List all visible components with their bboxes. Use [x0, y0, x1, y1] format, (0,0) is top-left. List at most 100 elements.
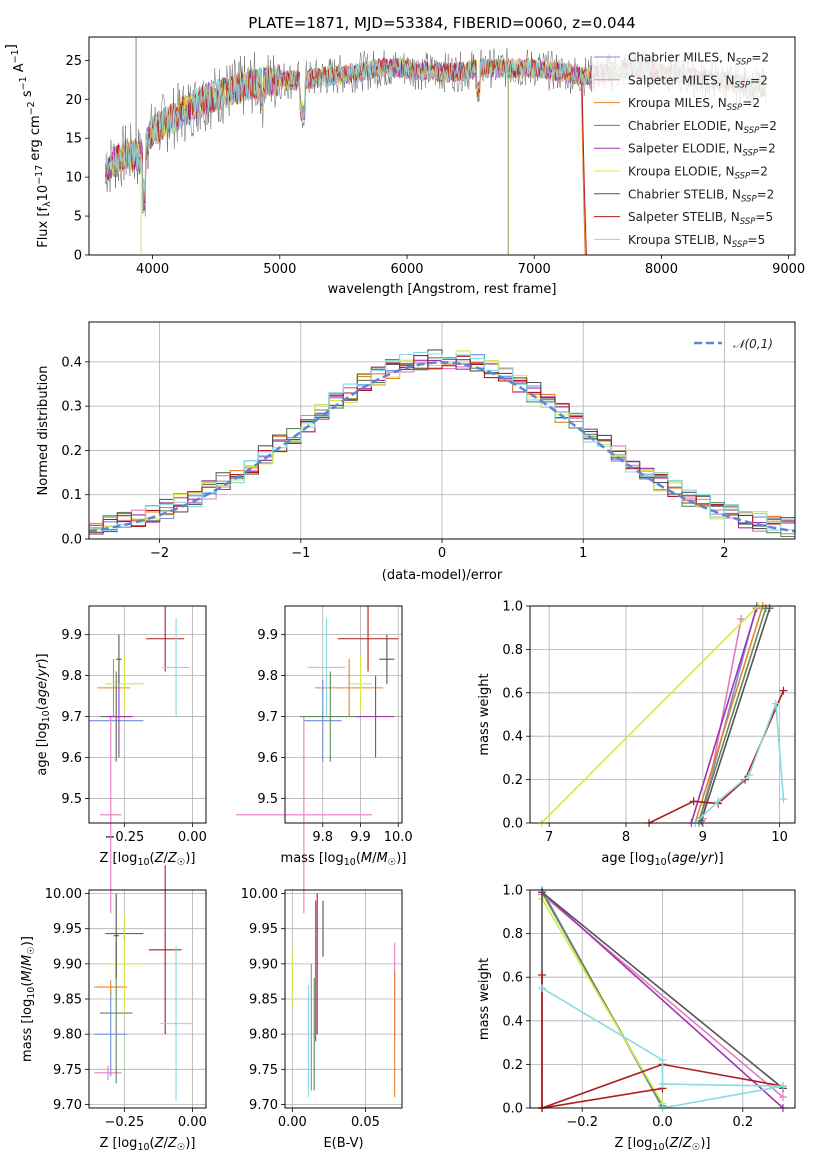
- x-tick-label: 5000: [263, 262, 296, 277]
- y-tick-label: 0.8: [502, 927, 523, 942]
- x-tick-label: 8000: [645, 262, 678, 277]
- mass-weight-line-5: [540, 605, 759, 824]
- mass-weight-vs-Z-lines: [538, 886, 787, 1112]
- legend-nssp: 2: [761, 51, 769, 65]
- errorbar-point: [162, 618, 190, 717]
- x-tick-label: 9000: [772, 262, 805, 277]
- y-tick-label: 9.90: [249, 957, 278, 972]
- errorbar-point: [235, 716, 372, 914]
- y-tick-label: 0.6: [502, 686, 523, 701]
- x-tick-label: 9.8: [312, 830, 333, 845]
- errorbar-point: [105, 655, 144, 713]
- mass-weight-marker: [538, 971, 547, 980]
- y-tick-label: 0.4: [502, 1014, 523, 1029]
- mass-weight-line-2: [694, 605, 764, 824]
- legend-label: Chabrier MILES: [628, 51, 719, 65]
- spectrum-dropout: [580, 83, 586, 256]
- x-axis-label: Z [log10(Z/Z☉)]: [100, 1136, 196, 1153]
- x-tick-label: 0.00: [278, 1115, 307, 1130]
- errorbar-point: [349, 655, 372, 713]
- x-tick-label: 7: [545, 830, 553, 845]
- legend-entry: Salpeter MILES, NSSP=2: [628, 73, 768, 90]
- errorbar-point: [356, 675, 395, 758]
- errorbar-point: [94, 980, 128, 995]
- x-tick-label: 9.9: [350, 830, 371, 845]
- mass-weight-marker: [778, 1082, 787, 1091]
- errorbar-point: [94, 991, 128, 1077]
- y-tick-label: 20: [65, 93, 82, 108]
- legend-nssp: 2: [768, 142, 776, 156]
- histogram-legend: 𝒩(0,1): [694, 337, 773, 351]
- mass-weight-line-3: [698, 607, 767, 822]
- errorbar-point: [99, 716, 122, 914]
- legend-entry: Chabrier MILES, NSSP=2: [628, 51, 769, 68]
- mass-weight-marker: [689, 797, 698, 806]
- mass-vs-Z-axes: −0.25 0.00 9.70 9.75 9.80 9.85 9.90 9.95 10.00 Z …: [20, 865, 207, 1153]
- legend-label: Kroupa ELODIE: [628, 165, 718, 179]
- y-axis-label: mass [log10(M/M☉)]: [20, 936, 37, 1062]
- x-tick-label: 9: [699, 830, 707, 845]
- residual-histogram-axes: −2 −1 0 1 2 0.0 0.1 0.2 0.3 0.4 𝒩(0,1) (data-model)…: [36, 321, 796, 583]
- y-tick-label: 9.9: [61, 628, 82, 643]
- mass-weight-marker: [714, 797, 723, 806]
- y-tick-label: 9.80: [53, 1028, 82, 1043]
- x-tick-label: 0: [438, 546, 446, 561]
- legend-entry: Chabrier ELODIE, NSSP=2: [628, 119, 777, 136]
- y-tick-label: 0.1: [61, 488, 82, 503]
- legend-entry: Kroupa ELODIE, NSSP=2: [628, 165, 768, 182]
- x-tick-label: 10.0: [384, 830, 413, 845]
- legend-label: Chabrier ELODIE: [628, 119, 727, 133]
- spectrum-legend: Chabrier MILES, NSSP=2 Salpeter MILES, NS…: [592, 44, 788, 250]
- y-tick-label: 0.2: [61, 444, 82, 459]
- mass-weight-line-1: [702, 618, 742, 819]
- mass-weight-marker: [744, 771, 753, 780]
- plot-frame: [529, 605, 796, 824]
- y-tick-label: 0.8: [502, 643, 523, 658]
- y-tick-label: 0: [74, 249, 82, 264]
- mass-weight-marker: [771, 699, 780, 708]
- legend-nssp: 5: [758, 233, 766, 247]
- mass-weight-line-6: [700, 607, 771, 822]
- legend-frame: [592, 44, 788, 250]
- x-tick-label: 0.00: [178, 830, 207, 845]
- y-tick-label: 9.8: [61, 669, 82, 684]
- legend-nssp: 2: [760, 165, 768, 179]
- legend-label: Kroupa STELIB: [628, 233, 715, 247]
- x-axis-label: (data-model)/error: [382, 568, 503, 583]
- legend-nssp: 2: [752, 96, 760, 110]
- y-tick-label: 9.6: [61, 751, 82, 766]
- legend-entry: Kroupa MILES, NSSP=2: [628, 96, 760, 113]
- errorbar-point: [300, 671, 361, 762]
- y-tick-label: 0.0: [502, 817, 523, 832]
- mass-weight-marker: [538, 984, 547, 993]
- y-axis-label: mass weight: [477, 958, 492, 1040]
- legend-nssp: 2: [760, 73, 768, 87]
- y-tick-label: 9.7: [257, 710, 278, 725]
- x-axis-label: Z [log10(Z/Z☉)]: [615, 1136, 711, 1153]
- y-tick-label: 9.8: [257, 669, 278, 684]
- x-tick-label: 0.2: [732, 1115, 753, 1130]
- legend-entry: Kroupa STELIB, NSSP=5: [628, 233, 765, 250]
- y-tick-label: 9.90: [53, 957, 82, 972]
- x-tick-label: −0.25: [104, 1115, 144, 1130]
- y-tick-label: 9.6: [257, 751, 278, 766]
- y-tick-label: 9.9: [257, 628, 278, 643]
- y-tick-label: 0.4: [502, 730, 523, 745]
- x-tick-label: 7000: [518, 262, 551, 277]
- legend-label: Salpeter ELODIE: [628, 142, 726, 156]
- mass-weight-marker: [765, 604, 774, 613]
- x-axis-label: E(B-V): [323, 1136, 363, 1151]
- x-tick-label: 0.0: [652, 1115, 673, 1130]
- legend-nssp: 2: [767, 187, 775, 201]
- y-tick-label: 10.00: [45, 887, 82, 902]
- y-axis-label: Normed distribution: [36, 366, 51, 496]
- mass-weight-marker: [658, 1080, 667, 1089]
- mass-vs-ebv-axes: 0.00 0.05 9.70 9.75 9.80 9.85 9.90 9.95 10.00 E(B…: [241, 887, 403, 1151]
- y-tick-label: 9.75: [249, 1063, 278, 1078]
- histogram-series-7: [89, 355, 795, 535]
- y-tick-label: 9.95: [53, 922, 82, 937]
- y-tick-label: 9.5: [61, 792, 82, 807]
- mass-weight-line-4: [541, 891, 784, 1109]
- mass-vs-Z-points: [94, 865, 193, 1101]
